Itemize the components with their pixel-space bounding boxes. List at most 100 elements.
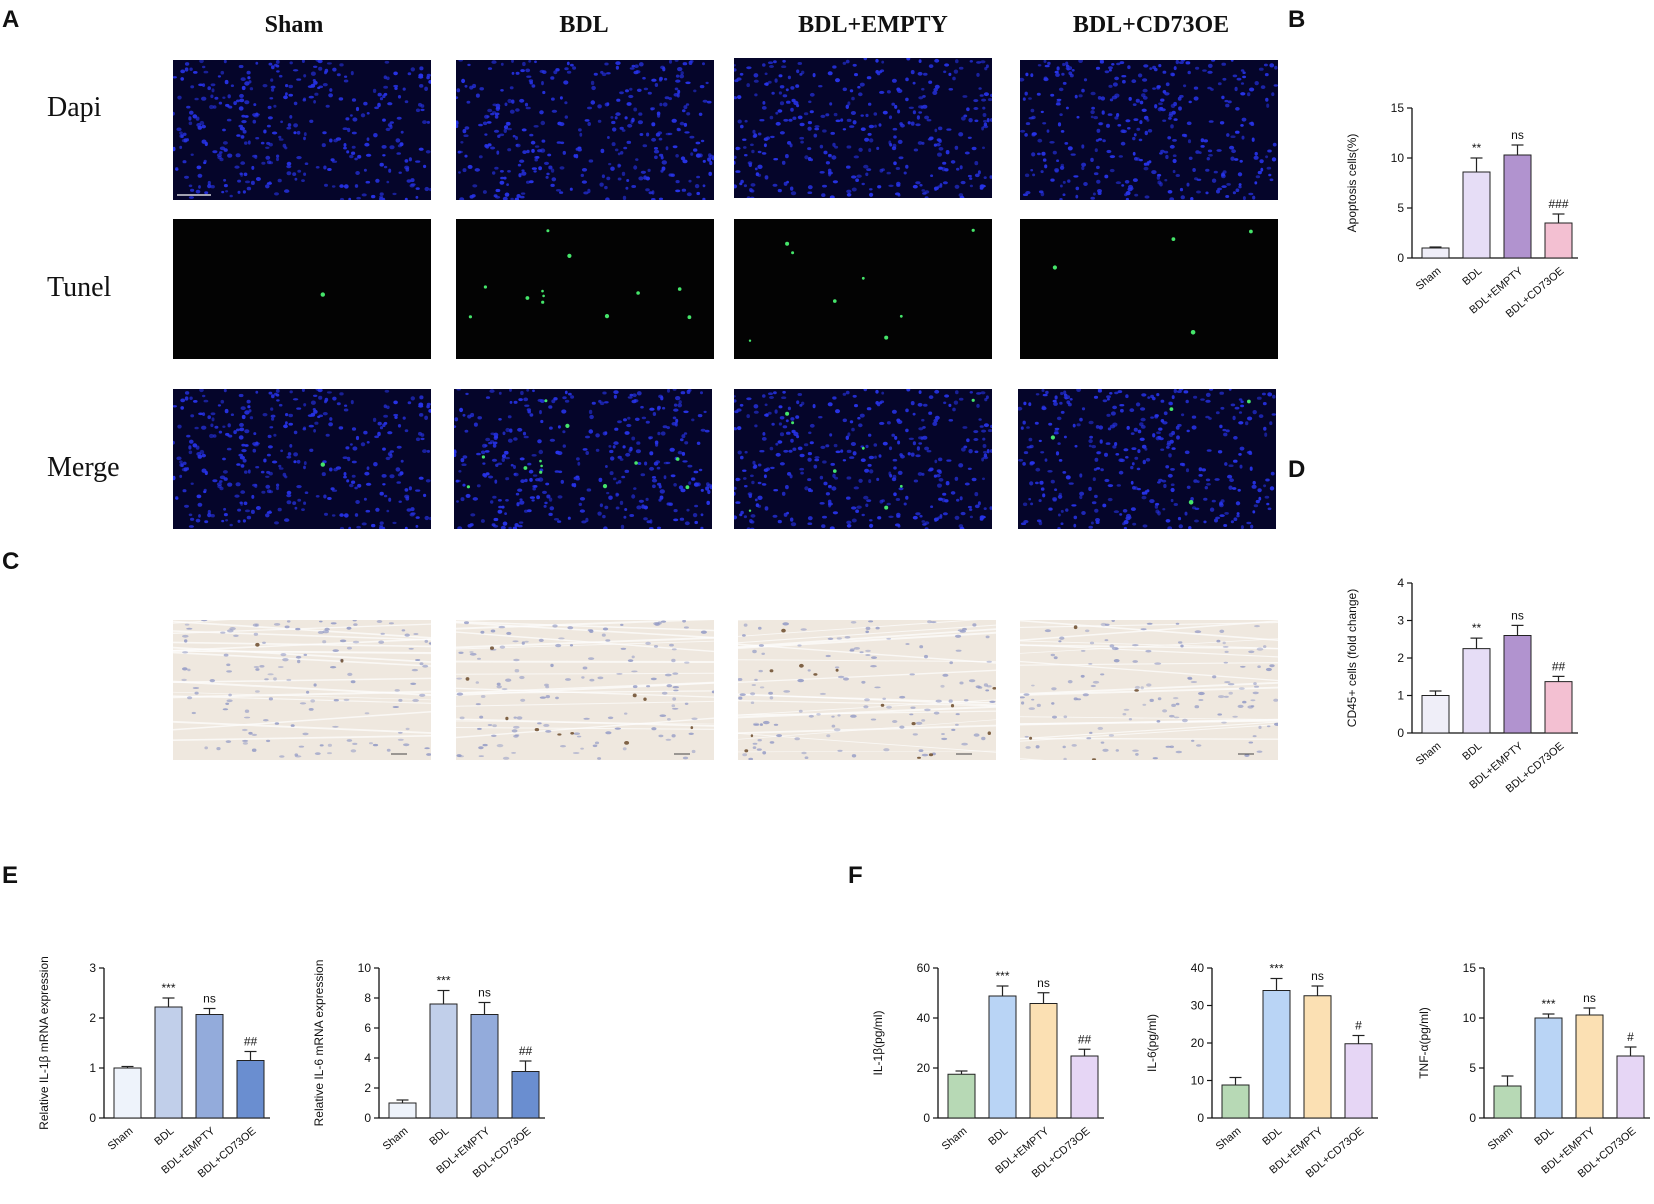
bar-bdl-cd73oe (1070, 1055, 1099, 1119)
micrograph-dapi-sham (173, 60, 431, 200)
y-tick-label: 6 (364, 1021, 371, 1035)
y-axis-label: Relative IL-6 mRNA expression (312, 960, 326, 1127)
row-label-tunel: Tunel (47, 272, 112, 303)
bar-bdl-empty (1575, 1014, 1604, 1119)
row-label-merge: Merge (47, 452, 120, 483)
chart-f-il1b-protein: IL-1β(pg/ml)0204060Sham***BDLnsBDL+EMPTY… (871, 961, 1104, 1180)
bar-bdl-cd73oe (236, 1060, 265, 1119)
y-tick-label: 3 (89, 961, 96, 975)
y-tick-label: 20 (917, 1061, 931, 1075)
chart-d-cd45: CD45+ cells (fold change) 0 1 2 3 4 Sham ** BDL n… (1345, 576, 1578, 795)
x-tick-label: Sham (1214, 1125, 1244, 1153)
bar-bdl-cd73oe (1616, 1055, 1645, 1119)
bar-sham (113, 1067, 142, 1119)
y-tick-label: 0 (1469, 1111, 1476, 1125)
column-header-bdl-empty: BDL+EMPTY (798, 12, 948, 38)
bar-bdl (1262, 990, 1291, 1119)
panel-letter-c: C (2, 548, 20, 575)
significance-label: *** (1269, 962, 1283, 976)
row-label-dapi: Dapi (47, 92, 102, 123)
y-tick-label: 2 (364, 1081, 371, 1095)
chart-b-apoptosis: Apoptosis cells(%)051015Sham**BDLnsBDL+E… (1345, 101, 1578, 320)
y-tick-label: 40 (1191, 961, 1205, 975)
y-axis-label: TNF-α(pg/ml) (1417, 1007, 1431, 1079)
micrograph-canvas (173, 219, 431, 359)
y-tick-label: 1 (1397, 689, 1404, 703)
ihc-image-bdl-empty (738, 620, 996, 760)
micrograph-dapi-bdl-empty (734, 58, 992, 198)
significance-label: # (1355, 1019, 1362, 1033)
significance-label: *** (161, 981, 175, 995)
y-tick-label: 0 (1397, 726, 1404, 740)
chart-f-il6-protein: IL-6(pg/ml)010203040Sham***BDLnsBDL+EMPT… (1145, 961, 1378, 1180)
x-tick-label: BDL (1460, 265, 1484, 288)
bar-bdl (1462, 648, 1491, 734)
x-tick-label: Sham (1414, 265, 1444, 293)
bar-bdl-empty (1029, 1003, 1058, 1119)
significance-label: # (1627, 1030, 1634, 1044)
significance-label: ## (519, 1044, 533, 1058)
micrograph-tunel-bdl-empty (734, 219, 992, 359)
significance-label: *** (995, 969, 1009, 983)
micrograph-tunel-bdl (456, 219, 714, 359)
y-tick-label: 10 (1391, 151, 1405, 165)
y-tick-label: 40 (917, 1011, 931, 1025)
x-tick-label: Sham (940, 1125, 970, 1153)
panel-letter-e: E (2, 862, 19, 889)
significance-label: ** (1472, 621, 1482, 635)
x-tick-label: Sham (1414, 740, 1444, 768)
micrograph-dapi-bdl-cd73oe (1020, 60, 1278, 200)
y-tick-label: 5 (1397, 201, 1404, 215)
significance-label: ### (1548, 197, 1568, 211)
bar-sham (1221, 1084, 1250, 1119)
y-tick-label: 20 (1191, 1036, 1205, 1050)
micrograph-canvas (454, 389, 712, 529)
x-tick-label: Sham (1486, 1125, 1516, 1153)
bar-bdl-empty (1303, 995, 1332, 1119)
micrograph-canvas (734, 58, 992, 198)
bar-bdl-cd73oe (1544, 681, 1573, 734)
chart-e-il6-mrna: Relative IL-6 mRNA expression 0 2 4 6 8 10 Sham… (312, 960, 545, 1180)
bar-bdl (988, 995, 1017, 1119)
bar-sham (1493, 1085, 1522, 1119)
micrograph-canvas (1018, 389, 1276, 529)
micrograph-tunel-sham (173, 219, 431, 359)
micrograph-merge-bdl-empty (734, 389, 992, 529)
significance-label: ## (1552, 659, 1566, 673)
significance-label: ns (1311, 969, 1324, 983)
bar-bdl-cd73oe (511, 1071, 540, 1119)
ihc-canvas (1020, 620, 1278, 760)
y-tick-label: 0 (1397, 251, 1404, 265)
bar-bdl-cd73oe (1344, 1043, 1373, 1119)
micrograph-tunel-bdl-cd73oe (1020, 219, 1278, 359)
x-tick-label: BDL (1460, 740, 1484, 763)
significance-label: *** (1541, 997, 1555, 1011)
ihc-canvas (173, 620, 431, 760)
x-tick-label: BDL (986, 1125, 1010, 1148)
y-tick-label: 0 (89, 1111, 96, 1125)
micrograph-dapi-bdl (456, 60, 714, 200)
chart-e-il1b-mrna: Relative IL-1β mRNA expression 0 1 2 3 Sham **… (37, 956, 270, 1180)
x-tick-label: Sham (381, 1125, 411, 1153)
y-tick-label: 15 (1391, 101, 1405, 115)
y-axis-label: Relative IL-1β mRNA expression (37, 956, 51, 1130)
ihc-image-bdl (456, 620, 714, 760)
x-tick-label: Sham (106, 1125, 136, 1153)
y-axis-label: IL-1β(pg/ml) (871, 1011, 885, 1076)
significance-label: ** (1472, 141, 1482, 155)
x-tick-label: BDL (152, 1125, 176, 1148)
bar-bdl (1534, 1017, 1563, 1119)
ihc-image-sham (173, 620, 431, 760)
x-tick-label: BDL (1532, 1125, 1556, 1148)
x-tick-label: BDL (1260, 1125, 1284, 1148)
y-axis-label: CD45+ cells (fold change) (1345, 589, 1359, 727)
micrograph-canvas (456, 219, 714, 359)
bar-bdl-empty (1503, 154, 1532, 259)
significance-label: ns (1511, 608, 1524, 622)
y-tick-label: 60 (917, 961, 931, 975)
bar-bdl-empty (195, 1014, 224, 1119)
significance-label: ns (478, 986, 491, 1000)
y-tick-label: 0 (1197, 1111, 1204, 1125)
micrograph-canvas (734, 389, 992, 529)
bar-bdl-cd73oe (1544, 222, 1573, 259)
